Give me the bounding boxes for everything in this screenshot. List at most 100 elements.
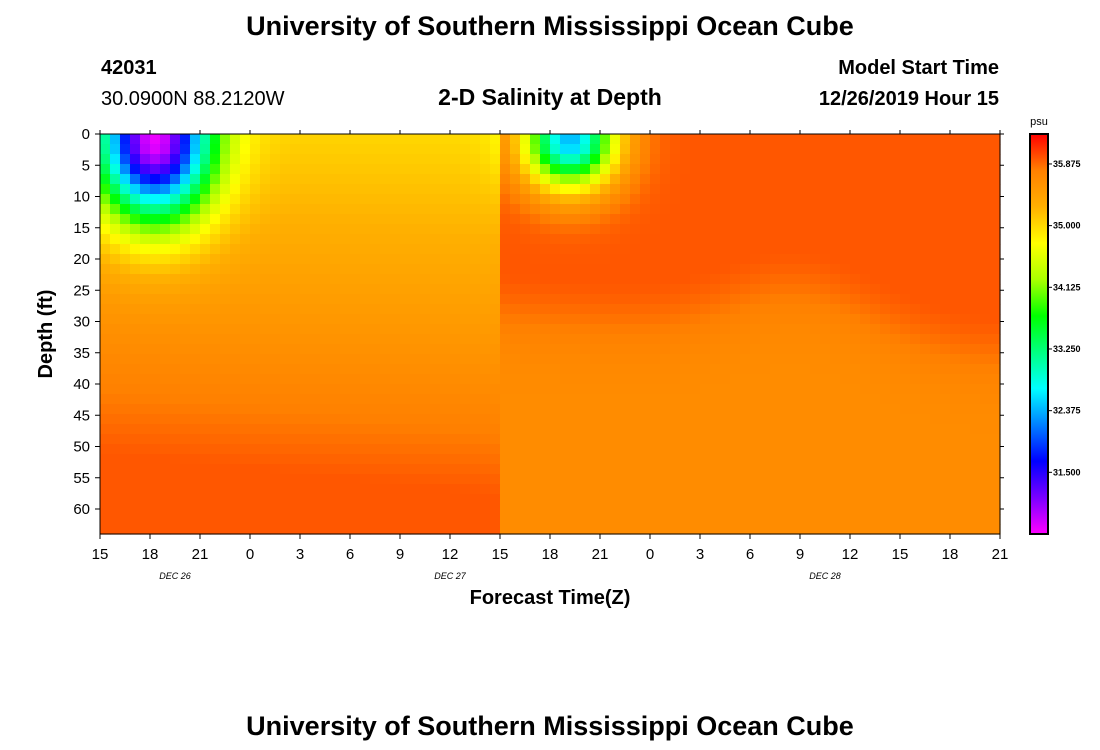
- heatmap-cell: [350, 444, 361, 455]
- heatmap-cell: [220, 244, 231, 255]
- heatmap-cell: [440, 504, 451, 515]
- heatmap-cell: [300, 414, 311, 425]
- heatmap-cell: [730, 364, 741, 375]
- heatmap-cell: [820, 294, 831, 305]
- heatmap-cell: [760, 484, 771, 495]
- heatmap-cell: [330, 464, 341, 475]
- heatmap-cell: [520, 154, 531, 165]
- heatmap-cell: [440, 274, 451, 285]
- heatmap-cell: [720, 524, 731, 535]
- heatmap-cell: [210, 204, 221, 215]
- heatmap-cell: [810, 174, 821, 185]
- heatmap-cell: [890, 264, 901, 275]
- heatmap-cell: [160, 184, 171, 195]
- heatmap-cell: [790, 304, 801, 315]
- heatmap-cell: [860, 374, 871, 385]
- heatmap-cell: [150, 374, 161, 385]
- heatmap-cell: [120, 174, 131, 185]
- heatmap-cell: [340, 244, 351, 255]
- heatmap-cell: [890, 524, 901, 535]
- heatmap-cell: [640, 354, 651, 365]
- heatmap-cell: [210, 304, 221, 315]
- heatmap-cell: [510, 414, 521, 425]
- heatmap-cell: [170, 434, 181, 445]
- heatmap-cell: [160, 274, 171, 285]
- heatmap-cell: [400, 264, 411, 275]
- heatmap-cell: [670, 374, 681, 385]
- heatmap-cell: [430, 264, 441, 275]
- heatmap-cell: [250, 134, 261, 145]
- heatmap-cell: [410, 284, 421, 295]
- heatmap-cell: [170, 184, 181, 195]
- y-axis-label: Depth (ft): [35, 290, 57, 379]
- heatmap-cell: [770, 234, 781, 245]
- heatmap-cell: [220, 314, 231, 325]
- heatmap-cell: [150, 204, 161, 215]
- heatmap-cell: [920, 514, 931, 525]
- heatmap-cell: [980, 254, 991, 265]
- heatmap-cell: [110, 484, 121, 495]
- heatmap-cell: [180, 354, 191, 365]
- heatmap-cell: [150, 254, 161, 265]
- heatmap-cell: [740, 354, 751, 365]
- heatmap-cell: [710, 194, 721, 205]
- heatmap-cell: [490, 274, 501, 285]
- heatmap-cell: [520, 144, 531, 155]
- heatmap-cell: [250, 514, 261, 525]
- heatmap-cell: [940, 144, 951, 155]
- heatmap-cell: [180, 204, 191, 215]
- heatmap-cell: [860, 174, 871, 185]
- heatmap-cell: [750, 214, 761, 225]
- heatmap-cell: [780, 244, 791, 255]
- heatmap-cell: [860, 464, 871, 475]
- heatmap-cell: [550, 334, 561, 345]
- heatmap-cell: [730, 324, 741, 335]
- heatmap-cell: [440, 374, 451, 385]
- heatmap-cell: [150, 474, 161, 485]
- heatmap-cell: [480, 504, 491, 515]
- heatmap-cell: [980, 354, 991, 365]
- heatmap-cell: [750, 494, 761, 505]
- heatmap-cell: [610, 194, 621, 205]
- heatmap-cell: [920, 294, 931, 305]
- heatmap-cell: [930, 464, 941, 475]
- heatmap-cell: [410, 154, 421, 165]
- heatmap-cell: [260, 364, 271, 375]
- heatmap-cell: [860, 284, 871, 295]
- heatmap-cell: [690, 304, 701, 315]
- heatmap-cell: [920, 264, 931, 275]
- heatmap-cell: [290, 404, 301, 415]
- heatmap-cell: [430, 464, 441, 475]
- heatmap-cell: [980, 474, 991, 485]
- heatmap-cell: [600, 424, 611, 435]
- heatmap-cell: [470, 504, 481, 515]
- heatmap-cell: [920, 214, 931, 225]
- heatmap-cell: [270, 274, 281, 285]
- heatmap-cell: [360, 354, 371, 365]
- heatmap-cell: [250, 274, 261, 285]
- heatmap-cell: [690, 214, 701, 225]
- heatmap-cell: [790, 314, 801, 325]
- heatmap-cell: [680, 254, 691, 265]
- heatmap-cell: [120, 444, 131, 455]
- heatmap-cell: [560, 174, 571, 185]
- heatmap-cell: [940, 434, 951, 445]
- heatmap-cell: [130, 524, 141, 535]
- heatmap-cell: [490, 284, 501, 295]
- heatmap-cell: [490, 384, 501, 395]
- heatmap-cell: [170, 304, 181, 315]
- heatmap-cell: [430, 494, 441, 505]
- heatmap-cell: [390, 424, 401, 435]
- heatmap-cell: [590, 244, 601, 255]
- heatmap-cell: [500, 494, 511, 505]
- heatmap-cell: [800, 204, 811, 215]
- heatmap-cell: [320, 274, 331, 285]
- heatmap-cell: [230, 324, 241, 335]
- heatmap-cell: [360, 144, 371, 155]
- heatmap-cell: [180, 524, 191, 535]
- heatmap-cell: [690, 364, 701, 375]
- heatmap-cell: [920, 324, 931, 335]
- heatmap-cell: [620, 164, 631, 175]
- heatmap-cell: [270, 154, 281, 165]
- heatmap-cell: [690, 254, 701, 265]
